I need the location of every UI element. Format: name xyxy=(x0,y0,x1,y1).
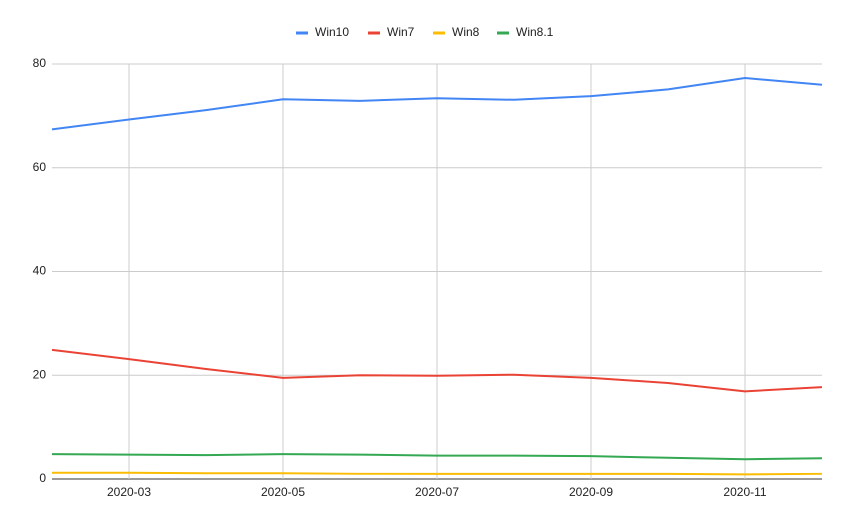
x-tick-label: 2020-07 xyxy=(415,485,459,499)
x-tick-label: 2020-09 xyxy=(569,485,613,499)
x-tick-label: 2020-03 xyxy=(107,485,151,499)
legend-label: Win8 xyxy=(452,25,480,39)
y-tick-label: 0 xyxy=(39,471,46,485)
legend-label: Win8.1 xyxy=(516,25,554,39)
y-tick-label: 40 xyxy=(33,264,47,278)
y-tick-label: 80 xyxy=(33,56,47,70)
legend-label: Win10 xyxy=(315,25,349,39)
series-line xyxy=(51,453,823,461)
series-line xyxy=(52,471,823,476)
x-tick-label: 2020-05 xyxy=(261,485,305,499)
y-tick-label: 60 xyxy=(33,160,47,174)
legend-label: Win7 xyxy=(387,25,415,39)
series-line xyxy=(51,348,823,393)
series-line xyxy=(51,77,823,131)
y-tick-label: 20 xyxy=(33,367,47,381)
x-tick-label: 2020-11 xyxy=(723,485,766,499)
